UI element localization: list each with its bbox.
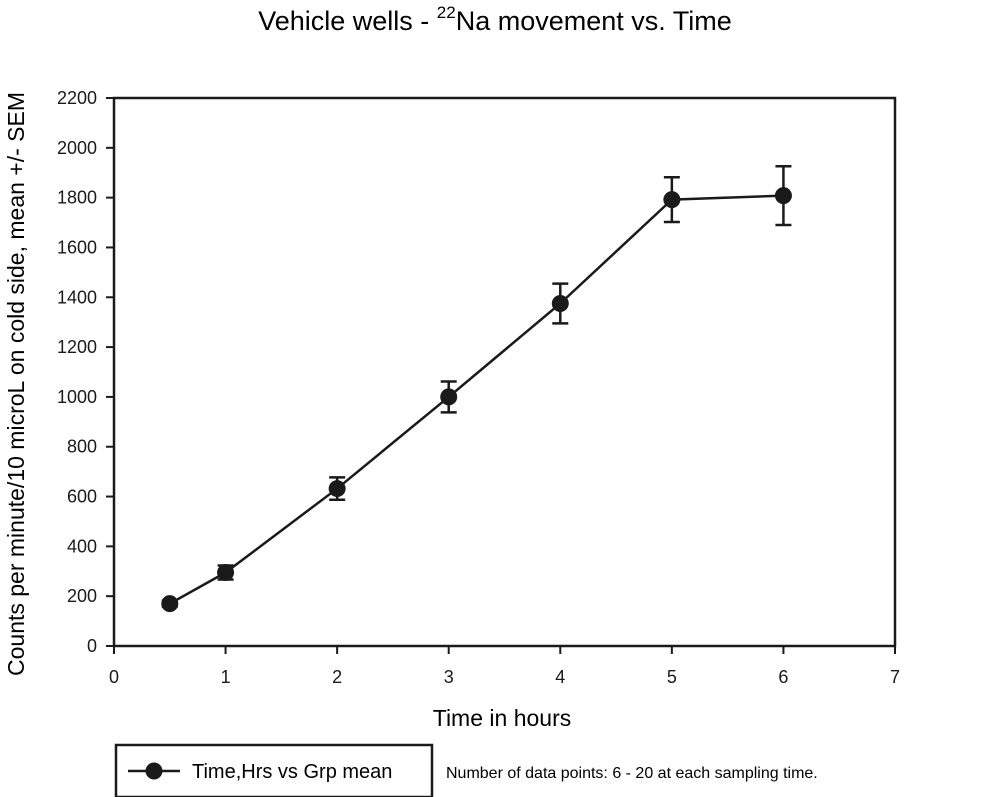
y-tick-label: 1000	[57, 387, 97, 407]
data-point	[161, 595, 179, 613]
data-point	[440, 388, 458, 406]
y-tick-label: 200	[67, 586, 97, 606]
y-tick-label: 1400	[57, 287, 97, 307]
series-line	[169, 194, 784, 605]
y-tick-label: 800	[67, 437, 97, 457]
x-tick-label: 3	[444, 667, 454, 687]
series-layer	[161, 165, 792, 613]
legend-marker-sample	[145, 762, 163, 780]
y-tick-label: 400	[67, 536, 97, 556]
y-tick-label: 1200	[57, 337, 97, 357]
x-tick-label: 7	[890, 667, 900, 687]
chart-title-rest: Na movement vs. Time	[456, 6, 732, 36]
chart-title-superscript: 22	[437, 3, 456, 22]
x-axis-label: Time in hours	[433, 705, 571, 731]
x-tick-label: 4	[555, 667, 565, 687]
plot-area	[112, 96, 897, 648]
x-tick-label: 1	[221, 667, 231, 687]
data-point	[663, 191, 681, 209]
x-tick-label: 5	[667, 667, 677, 687]
legend-entry-label: Time,Hrs vs Grp mean	[192, 761, 392, 783]
x-tick-label: 6	[778, 667, 788, 687]
y-tick-label: 600	[67, 487, 97, 507]
y-tick-label: 2200	[57, 88, 97, 108]
y-tick-label: 0	[87, 636, 97, 656]
data-point	[774, 187, 792, 205]
data-point	[551, 295, 569, 312]
legend-box	[114, 743, 434, 797]
x-tick-label: 2	[332, 667, 342, 687]
y-tick-label: 1800	[57, 188, 97, 208]
x-tick-label: 0	[109, 667, 119, 687]
data-point	[217, 564, 235, 582]
chart-note: Number of data points: 6 - 20 at each sa…	[446, 765, 818, 782]
y-tick-label: 2000	[57, 138, 97, 158]
chart-title: Vehicle wells - 22Na movement vs. Time	[258, 3, 732, 36]
legend: Time,Hrs vs Grp mean	[114, 743, 434, 797]
y-axis: 0 200 400 600 800 1000 1200 1400 1600 1800 2000 220…	[57, 88, 114, 656]
y-axis-label: Counts per minute/10 microL on cold side…	[3, 92, 29, 676]
chart-title-main: Vehicle wells -	[258, 6, 437, 36]
data-point	[328, 480, 346, 498]
x-axis: 0 1 2 3 4 5 6 7	[109, 646, 900, 687]
y-tick-label: 1600	[57, 237, 97, 257]
